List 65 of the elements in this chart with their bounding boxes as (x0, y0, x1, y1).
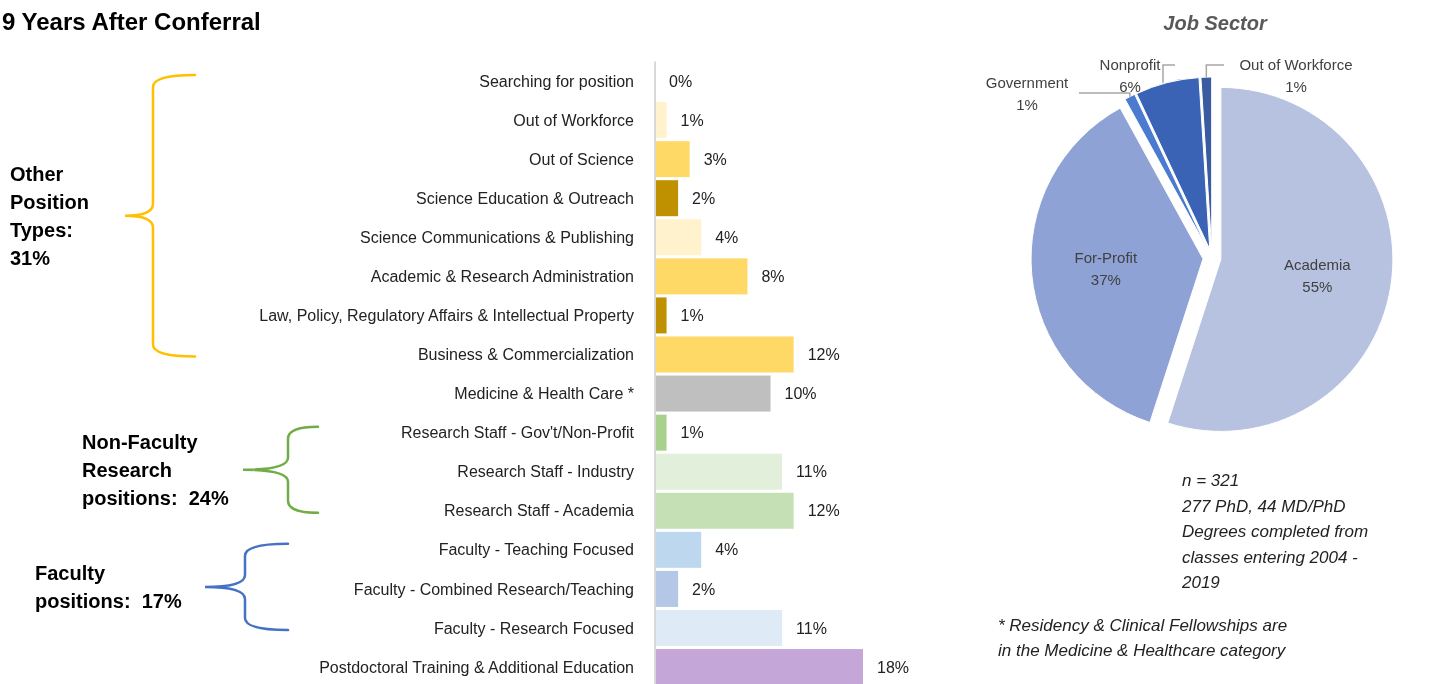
y-tick-label: Out of Science (529, 150, 635, 168)
bar (655, 336, 794, 373)
y-tick-label: Research Staff - Industry (457, 463, 634, 481)
y-tick-label: Out of Workforce (513, 111, 635, 129)
bar (655, 102, 667, 139)
text: * Residency & Clinical Fellowships are in the Medicine & Healthcare category (998, 615, 1288, 661)
data-label: 1% (1285, 78, 1307, 96)
text: 9 Years After Conferral (2, 8, 261, 35)
y-tick-label: Searching for position (479, 72, 634, 90)
bar (655, 258, 748, 295)
data-label: 11% (796, 619, 827, 637)
slice-label: Academia (1283, 255, 1352, 273)
bar (655, 375, 771, 412)
data-label: 12% (807, 346, 840, 364)
bar (655, 180, 679, 217)
data-label: 0% (669, 72, 693, 90)
text: 277 PhD, 44 MD/PhD Degrees completed from classes entering 2004 - 2019 (1181, 496, 1369, 593)
slice-label: Out of Workforce (1239, 56, 1353, 74)
text: Non-Faculty Research positions: 24% (82, 430, 229, 509)
data-label: 10% (784, 385, 817, 403)
data-label: 11% (796, 463, 827, 481)
bar (655, 609, 783, 646)
text: Faculty positions: 17% (35, 561, 182, 612)
y-tick-label: Faculty - Combined Research/Teaching (353, 580, 634, 598)
y-tick-label: Science Communications & Publishing (360, 228, 634, 246)
data-label: 3% (703, 150, 727, 168)
bar (655, 297, 667, 334)
data-label: 1% (1016, 96, 1038, 114)
data-label: 6% (1119, 78, 1141, 96)
slice-label: Government (985, 74, 1070, 92)
data-label: 12% (807, 502, 840, 520)
y-tick-label: Law, Policy, Regulatory Affairs & Intellectual Property (259, 307, 634, 325)
bar (655, 531, 702, 568)
data-label: 1% (680, 307, 704, 325)
y-tick-label: Business & Commercialization (417, 346, 634, 364)
data-label: 4% (715, 228, 739, 246)
y-tick-label: Research Staff - Academia (443, 502, 635, 520)
data-label: 2% (692, 580, 716, 598)
bar (655, 453, 783, 490)
data-label: 18% (877, 658, 910, 676)
chart-title: Job Sector (1163, 12, 1268, 34)
y-tick-label: Faculty - Teaching Focused (438, 541, 634, 559)
bar (655, 570, 679, 607)
y-tick-label: Research Staff - Gov't/Non-Profit (400, 424, 635, 442)
bar (655, 414, 667, 451)
y-tick-label: Postdoctoral Training & Additional Education (319, 658, 634, 676)
data-label: 4% (715, 541, 739, 559)
text: Other Position Types: 31% (10, 162, 89, 269)
bar (655, 219, 702, 256)
data-label: 8% (761, 267, 785, 285)
text: n = 321 (1182, 470, 1240, 490)
bar (655, 492, 794, 529)
data-label: 55% (1302, 277, 1333, 295)
data-label: 37% (1090, 271, 1121, 289)
y-tick-label: Science Education & Outreach (416, 189, 634, 207)
data-label: 1% (680, 111, 704, 129)
y-tick-label: Faculty - Research Focused (433, 619, 634, 637)
bar (655, 649, 863, 684)
y-tick-label: Medicine & Health Care * (454, 385, 634, 403)
bar (655, 141, 690, 178)
slice-label: Nonprofit (1099, 56, 1162, 74)
y-tick-label: Academic & Research Administration (370, 267, 634, 285)
data-label: 2% (692, 189, 716, 207)
data-label: 1% (680, 424, 704, 442)
slice-label: For-Profit (1074, 249, 1138, 267)
